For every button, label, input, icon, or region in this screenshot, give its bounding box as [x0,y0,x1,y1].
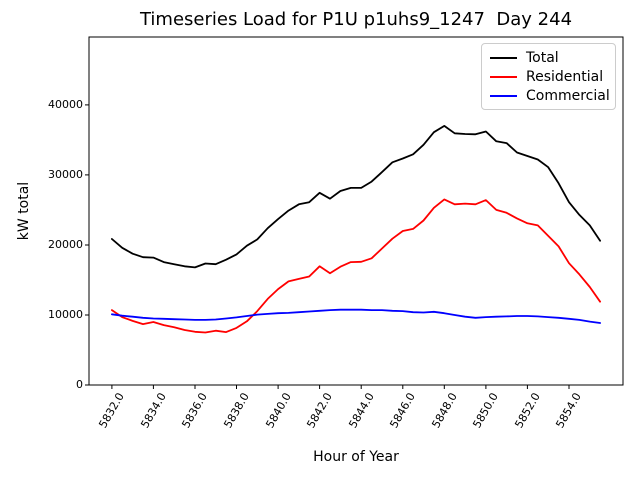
y-tick-label: 40000 [48,97,83,111]
legend-label: Total [526,49,559,66]
legend-label: Commercial [526,87,610,104]
series-line-total [111,125,601,269]
x-axis-label: Hour of Year [313,449,399,465]
legend-item-residential: Residential [490,69,607,85]
y-tick-label: 0 [76,378,83,391]
y-axis-label: kW total [16,181,32,241]
axes-spines [88,36,624,386]
legend: Total Residential Commercial [481,43,616,110]
series-line-residential [111,198,601,334]
series-line-commercial [111,308,601,324]
legend-item-commercial: Commercial [490,87,610,104]
x-ticks [111,385,570,389]
legend-line-sample [490,75,517,78]
chart-title: Timeseries Load for P1U p1uhs9_1247 Day … [139,9,573,30]
y-tick-label: 10000 [48,307,83,321]
y-ticks [85,104,89,386]
legend-item-total: Total [490,50,607,66]
y-tick-label: 30000 [48,167,83,181]
legend-label: Residential [526,68,604,85]
legend-line-sample [490,56,517,59]
y-tick-label: 20000 [48,237,83,251]
legend-line-sample [490,94,517,97]
